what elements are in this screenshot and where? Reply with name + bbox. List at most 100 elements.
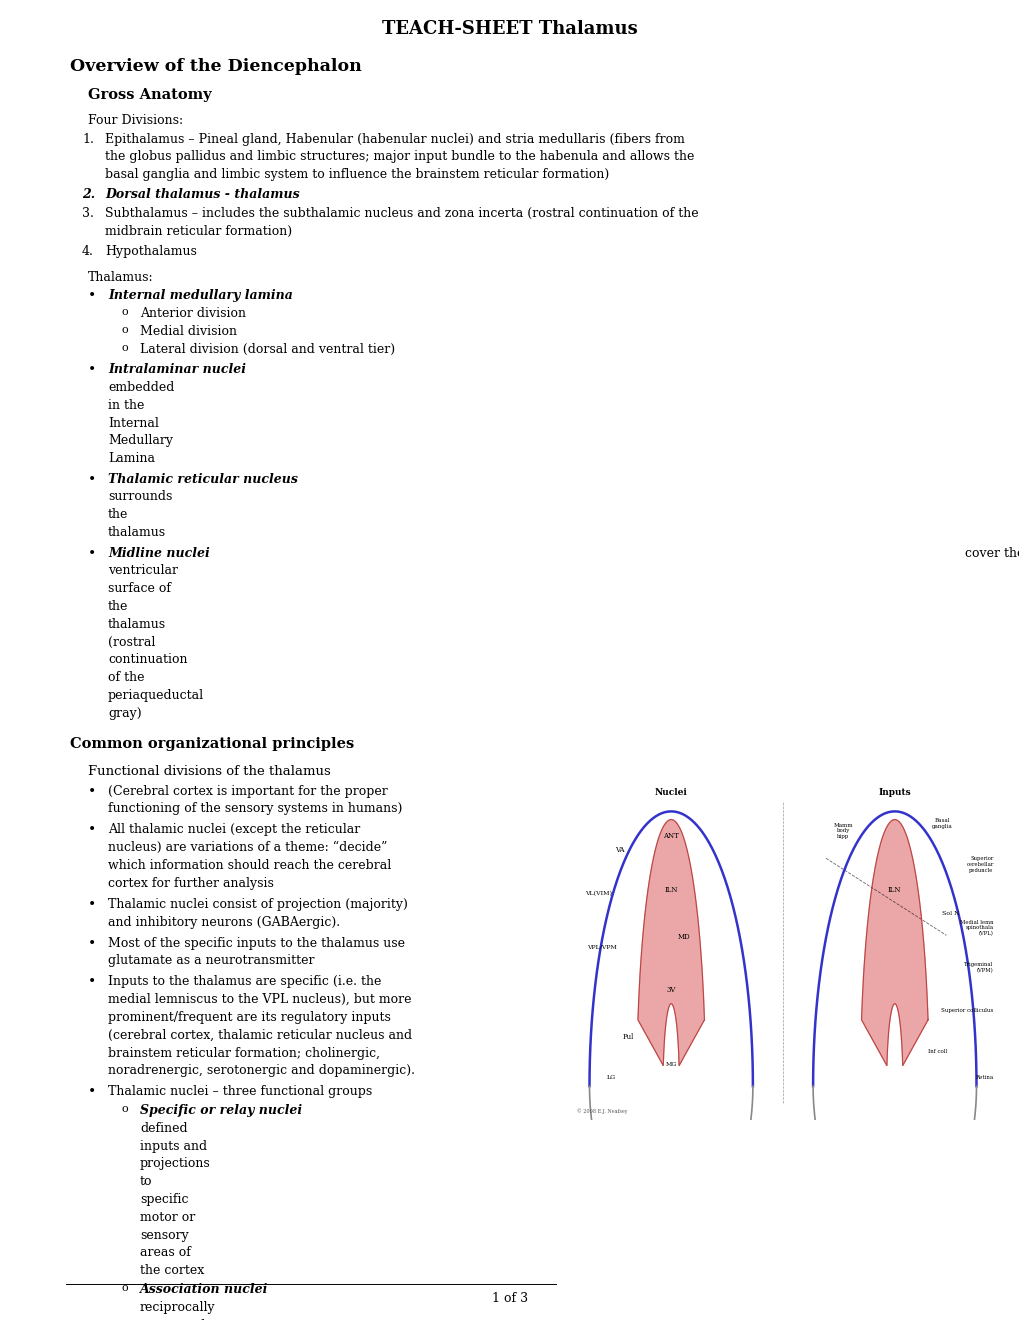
Text: Subthalamus – includes the subthalamic nucleus and zona incerta (rostral continu: Subthalamus – includes the subthalamic n… — [105, 207, 698, 220]
Text: Specific or relay nuclei: Specific or relay nuclei — [140, 1104, 302, 1117]
Text: VA: VA — [614, 846, 624, 854]
Text: specific: specific — [140, 1193, 189, 1206]
Text: 2.: 2. — [82, 187, 95, 201]
Text: Nuclei: Nuclei — [654, 788, 687, 797]
Text: Dorsal thalamus - thalamus: Dorsal thalamus - thalamus — [105, 187, 300, 201]
Text: (Cerebral cortex is important for the proper: (Cerebral cortex is important for the pr… — [108, 784, 387, 797]
Text: inputs and: inputs and — [140, 1139, 207, 1152]
Text: reciprocally: reciprocally — [140, 1300, 215, 1313]
Text: •: • — [88, 824, 96, 837]
Text: Superior colliculus: Superior colliculus — [941, 1008, 993, 1014]
Text: o: o — [122, 343, 128, 352]
Text: glutamate as a neurotransmitter: glutamate as a neurotransmitter — [108, 954, 314, 968]
Text: Internal medullary lamina: Internal medullary lamina — [108, 289, 292, 302]
Text: sensory: sensory — [140, 1229, 189, 1242]
Text: o: o — [122, 308, 128, 317]
Text: Thalamic nuclei consist of projection (majority): Thalamic nuclei consist of projection (m… — [108, 898, 408, 911]
Text: ILN: ILN — [663, 886, 678, 894]
Text: to: to — [140, 1175, 153, 1188]
Text: Basal
ganglia: Basal ganglia — [930, 818, 952, 829]
Text: motor or: motor or — [140, 1210, 195, 1224]
Text: the globus pallidus and limbic structures; major input bundle to the habenula an: the globus pallidus and limbic structure… — [105, 150, 694, 164]
Text: •: • — [88, 473, 96, 487]
Text: defined: defined — [140, 1122, 187, 1135]
Text: projections: projections — [140, 1158, 211, 1171]
Text: VL(VIM): VL(VIM) — [584, 891, 611, 896]
Text: cortex for further analysis: cortex for further analysis — [108, 876, 274, 890]
Text: LG: LG — [606, 1076, 614, 1080]
Text: periaqueductal: periaqueductal — [108, 689, 204, 702]
Text: areas of: areas of — [140, 1246, 191, 1259]
Text: Thalamic nuclei – three functional groups: Thalamic nuclei – three functional group… — [108, 1085, 372, 1098]
Text: Most of the specific inputs to the thalamus use: Most of the specific inputs to the thala… — [108, 937, 405, 949]
Text: cover the: cover the — [964, 546, 1019, 560]
Polygon shape — [861, 820, 927, 1065]
Text: Pul: Pul — [622, 1034, 633, 1041]
Text: brainstem reticular formation; cholinergic,: brainstem reticular formation; cholinerg… — [108, 1047, 380, 1060]
Text: thalamus: thalamus — [108, 527, 166, 539]
Text: TEACH-SHEET Thalamus: TEACH-SHEET Thalamus — [382, 20, 637, 38]
Text: o: o — [122, 1283, 128, 1294]
Text: the: the — [108, 601, 128, 612]
Text: gray): gray) — [108, 706, 142, 719]
Text: Intralaminar nuclei: Intralaminar nuclei — [108, 363, 246, 376]
Text: medial lemniscus to the VPL nucleus), but more: medial lemniscus to the VPL nucleus), bu… — [108, 993, 411, 1006]
Text: Inf coll: Inf coll — [927, 1048, 947, 1053]
Text: Inputs: Inputs — [877, 788, 910, 797]
Text: 3.: 3. — [82, 207, 94, 220]
Text: •: • — [88, 975, 96, 990]
Text: the: the — [108, 508, 128, 521]
Text: Four Divisions:: Four Divisions: — [88, 114, 183, 127]
Text: 4.: 4. — [82, 244, 94, 257]
Text: surface of: surface of — [108, 582, 171, 595]
Text: •: • — [88, 898, 96, 912]
Text: Internal: Internal — [108, 417, 159, 429]
Text: Lamina: Lamina — [108, 453, 155, 465]
Text: Retina: Retina — [974, 1076, 993, 1080]
Text: Sol N: Sol N — [941, 911, 959, 916]
Text: Midline nuclei: Midline nuclei — [108, 546, 210, 560]
Text: in the: in the — [108, 399, 145, 412]
Text: prominent/frequent are its regulatory inputs: prominent/frequent are its regulatory in… — [108, 1011, 390, 1024]
Text: •: • — [88, 784, 96, 799]
Text: 3V: 3V — [665, 986, 676, 994]
Text: ILN: ILN — [888, 886, 901, 894]
Polygon shape — [637, 820, 704, 1065]
Text: All thalamic nuclei (except the reticular: All thalamic nuclei (except the reticula… — [108, 824, 360, 837]
Text: Epithalamus – Pineal gland, Habenular (habenular nuclei) and stria medullaris (f: Epithalamus – Pineal gland, Habenular (h… — [105, 133, 684, 145]
Text: MD: MD — [677, 933, 690, 941]
Text: (rostral: (rostral — [108, 635, 155, 648]
Text: (cerebral cortex, thalamic reticular nucleus and: (cerebral cortex, thalamic reticular nuc… — [108, 1028, 412, 1041]
Text: the cortex: the cortex — [140, 1265, 204, 1278]
Text: •: • — [88, 546, 96, 561]
Text: Medial division: Medial division — [140, 325, 236, 338]
Text: •: • — [88, 363, 96, 378]
Text: Inputs to the thalamus are specific (i.e. the: Inputs to the thalamus are specific (i.e… — [108, 975, 381, 989]
Text: noradrenergic, serotonergic and dopaminergic).: noradrenergic, serotonergic and dopamine… — [108, 1064, 415, 1077]
Text: •: • — [88, 289, 96, 304]
Text: Mamm
body
hipp: Mamm body hipp — [833, 822, 852, 840]
Text: Anterior division: Anterior division — [140, 308, 246, 321]
Text: o: o — [122, 1104, 128, 1114]
Text: nucleus) are variations of a theme: “decide”: nucleus) are variations of a theme: “dec… — [108, 841, 387, 854]
Text: thalamus: thalamus — [108, 618, 166, 631]
Text: Lateral division (dorsal and ventral tier): Lateral division (dorsal and ventral tie… — [140, 343, 394, 355]
Text: VPL/VPM: VPL/VPM — [587, 945, 616, 949]
Text: continuation: continuation — [108, 653, 187, 667]
Text: o: o — [122, 325, 128, 335]
Text: MG: MG — [664, 1063, 677, 1067]
Text: Thalamus:: Thalamus: — [88, 271, 154, 284]
Text: Association nuclei: Association nuclei — [140, 1283, 268, 1296]
Text: Gross Anatomy: Gross Anatomy — [88, 88, 211, 102]
Text: Common organizational principles: Common organizational principles — [70, 737, 354, 751]
Text: connected: connected — [140, 1319, 205, 1320]
Text: midbrain reticular formation): midbrain reticular formation) — [105, 226, 291, 238]
Text: © 2008 E.J. Neafsey: © 2008 E.J. Neafsey — [576, 1109, 627, 1114]
Text: surrounds: surrounds — [108, 491, 172, 503]
Text: Medial lemn
spinothala
(VPL): Medial lemn spinothala (VPL) — [959, 920, 993, 936]
Text: Superior
cerebellar
peduncle: Superior cerebellar peduncle — [965, 857, 993, 873]
Text: Thalamic reticular nucleus: Thalamic reticular nucleus — [108, 473, 298, 486]
Text: •: • — [88, 937, 96, 950]
Text: embedded: embedded — [108, 381, 174, 393]
Text: ventricular: ventricular — [108, 565, 178, 577]
